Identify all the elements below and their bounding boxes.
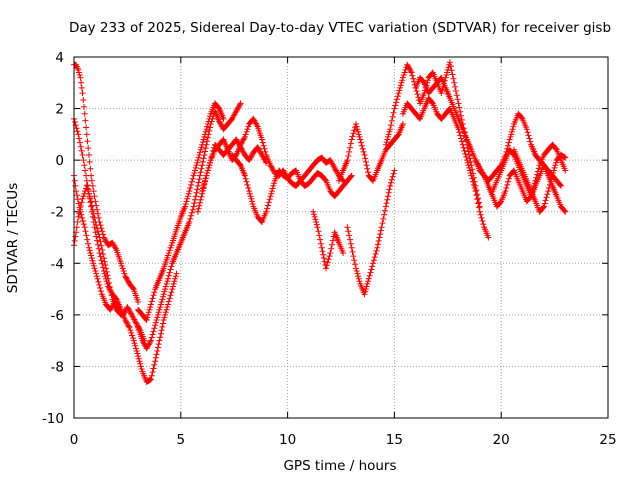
x-tick-label: 0 (70, 432, 79, 448)
series-track (335, 121, 406, 184)
series-track (344, 167, 398, 298)
series-track (229, 152, 355, 225)
y-axis-label: SDTVAR / TECUs (5, 183, 21, 293)
series-track (472, 141, 569, 210)
y-tick-label: -6 (51, 308, 64, 324)
plus-markers (199, 136, 270, 195)
series-track (511, 146, 569, 215)
x-tick-label: 5 (177, 432, 186, 448)
plus-markers (335, 121, 406, 184)
series-track (399, 95, 492, 241)
y-tick-label: 2 (55, 102, 64, 118)
series-track (194, 115, 347, 215)
series-track (199, 136, 270, 195)
plot-frame (73, 56, 609, 419)
x-axis-label: GPS time / hours (283, 458, 396, 474)
chart-title: Day 233 of 2025, Sidereal Day-to-day VTE… (69, 20, 611, 36)
plus-markers (135, 100, 227, 323)
x-tick-label: 20 (493, 432, 510, 448)
plus-markers (399, 95, 492, 241)
x-tick-label: 15 (386, 432, 403, 448)
plus-markers (229, 152, 355, 225)
plus-markers (472, 141, 569, 210)
y-tick-label: -4 (51, 256, 64, 272)
y-tick-label: 0 (55, 153, 64, 169)
plus-markers (194, 115, 347, 215)
series-track (135, 100, 227, 323)
y-tick-label: -2 (51, 205, 64, 221)
series-track (135, 100, 244, 352)
data-points (71, 59, 569, 385)
series-track (310, 208, 347, 272)
x-tick-label: 10 (279, 432, 296, 448)
axis-ticks: 0 5 10 15 20 25 -10 -8 -6 -4 -2 0 2 4 (42, 50, 617, 448)
y-tick-label: 4 (55, 50, 64, 66)
plus-markers (344, 167, 398, 298)
plus-markers (310, 208, 347, 272)
plus-markers (511, 146, 569, 215)
y-tick-label: -8 (51, 359, 64, 375)
y-tick-label: -10 (42, 411, 64, 427)
x-tick-label: 25 (599, 432, 616, 448)
plus-markers (135, 100, 244, 352)
